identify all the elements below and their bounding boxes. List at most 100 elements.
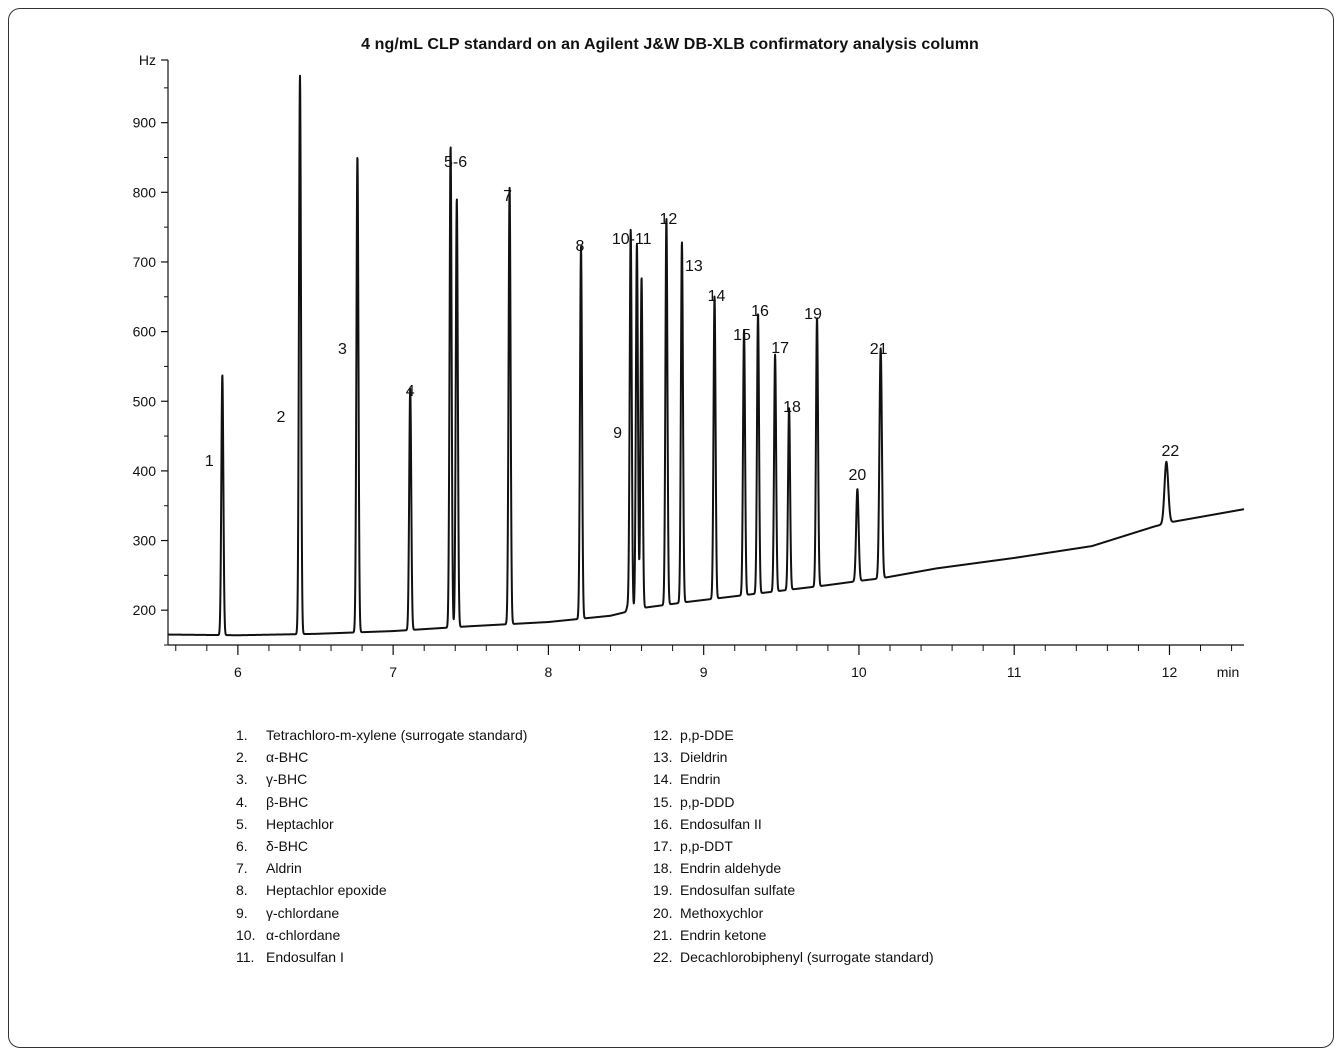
legend-item-number: 10. — [236, 926, 256, 943]
legend-item-name: Endosulfan sulfate — [680, 882, 796, 899]
legend-item: 2. α-BHC — [236, 746, 527, 768]
legend-item: 21. Endrin ketone — [653, 924, 934, 946]
legend-item-number: 13. — [653, 749, 673, 766]
legend-item: 19. Endosulfan sulfate — [653, 879, 934, 901]
legend-item-name: p,p-DDD — [680, 793, 735, 810]
x-tick-label: 8 — [545, 664, 553, 680]
legend-item-number: 9. — [236, 904, 248, 921]
peak-label: 22 — [1161, 443, 1179, 460]
legend-item: 13. Dieldrin — [653, 746, 934, 768]
legend-item: 11. Endosulfan I — [236, 946, 527, 968]
legend-item: 16. Endosulfan II — [653, 813, 934, 835]
legend-item-number: 15. — [653, 793, 673, 810]
legend-item-number: 7. — [236, 860, 248, 877]
legend-item-number: 17. — [653, 838, 673, 855]
x-tick-label: 10 — [851, 664, 867, 680]
legend-item-name: Endrin aldehyde — [680, 860, 782, 877]
legend-item-number: 21. — [653, 926, 673, 943]
peak-label: 9 — [613, 425, 622, 442]
legend-item-number: 22. — [653, 949, 673, 966]
legend-item-number: 16. — [653, 815, 673, 832]
legend-item-number: 5. — [236, 815, 248, 832]
legend-item-name: Tetrachloro-m-xylene (surrogate standard… — [266, 727, 528, 743]
chromatogram-trace — [167, 74, 1245, 637]
legend-item: 22. Decachlorobiphenyl (surrogate standar… — [653, 946, 934, 968]
y-tick-label: 800 — [133, 184, 157, 200]
legend-item-name: β-BHC — [266, 793, 309, 810]
legend-item: 4. β-BHC — [236, 791, 527, 813]
peak-label: 2 — [277, 409, 286, 426]
peak-label: 5-6 — [444, 154, 467, 171]
legend-item: 17. p,p-DDT — [653, 835, 934, 857]
legend-item-name: Endosulfan I — [266, 949, 344, 966]
legend-item: 8. Heptachlor epoxide — [236, 879, 527, 901]
legend-item: 12. p,p-DDE — [653, 724, 934, 746]
x-tick-label: 9 — [700, 664, 708, 680]
legend-item-number: 11. — [236, 949, 255, 966]
x-axis-label: min — [1217, 664, 1240, 680]
y-tick-label: 900 — [133, 115, 157, 131]
legend-item-number: 8. — [236, 882, 248, 899]
legend-item-name: Endosulfan II — [680, 815, 762, 832]
peak-label: 3 — [338, 341, 347, 358]
legend-item-name: Endrin ketone — [680, 926, 767, 943]
peak-label: 18 — [783, 399, 801, 416]
peak-label: 1 — [205, 453, 214, 470]
legend-item-name: Decachlorobiphenyl (surrogate standard) — [680, 949, 934, 966]
y-tick-label: 300 — [133, 533, 157, 549]
y-tick-label: 600 — [133, 324, 157, 340]
legend-item-name: Dieldrin — [680, 749, 728, 766]
legend-item-name: γ-BHC — [266, 771, 308, 788]
legend-item-name: Endrin — [680, 771, 721, 788]
peak-label: 19 — [804, 306, 822, 323]
legend-item: 3. γ-BHC — [236, 768, 527, 790]
peak-label: 15 — [733, 327, 751, 344]
legend-item-name: Methoxychlor — [680, 904, 764, 921]
legend-item-name: γ-chlordane — [266, 904, 340, 921]
peak-label: 7 — [503, 188, 512, 205]
chart-title: 4 ng/mL CLP standard on an Agilent J&W D… — [361, 36, 979, 53]
legend-item: 1. Tetrachloro-m-xylene (surrogate standa… — [236, 724, 527, 746]
legend-item-number: 6. — [236, 838, 248, 855]
peak-label: 21 — [870, 341, 888, 358]
peak-label: 8 — [576, 238, 585, 255]
peak-label: 14 — [708, 288, 726, 305]
x-tick-label: 6 — [234, 664, 242, 680]
legend-item-number: 18. — [653, 860, 673, 877]
legend-item-number: 2. — [236, 749, 248, 766]
x-tick-label: 7 — [389, 664, 397, 680]
legend-item: 7. Aldrin — [236, 857, 527, 879]
peak-label: 16 — [751, 303, 769, 320]
legend-item-name: Heptachlor epoxide — [266, 882, 387, 899]
legend-item-number: 4. — [236, 793, 248, 810]
legend-item: 6. δ-BHC — [236, 835, 527, 857]
y-tick-label: 400 — [133, 463, 157, 479]
x-tick-label: 11 — [1007, 664, 1022, 680]
legend-item-number: 3. — [236, 771, 248, 788]
peak-label: 20 — [848, 467, 866, 484]
legend-item-name: Aldrin — [266, 860, 302, 877]
legend-item: 10. α-chlordane — [236, 924, 527, 946]
legend-item: 18. Endrin aldehyde — [653, 857, 934, 879]
legend-item: 5. Heptachlor — [236, 813, 527, 835]
legend-item-name: p,p-DDT — [680, 838, 733, 855]
legend-item-number: 12. — [653, 727, 673, 743]
y-tick-label: 500 — [133, 393, 157, 409]
legend-item-number: 20. — [653, 904, 673, 921]
y-axis-label: Hz — [139, 52, 156, 68]
peak-legend-right: 12. p,p-DDE 13. Dieldrin 14. Endrin 15. p,p-DDD… — [653, 724, 934, 968]
legend-item-name: α-BHC — [266, 749, 309, 766]
legend-item-name: Heptachlor — [266, 815, 334, 832]
legend-item-number: 19. — [653, 882, 673, 899]
peak-label: 12 — [660, 211, 678, 228]
peak-label: 13 — [685, 258, 703, 275]
legend-item-number: 14. — [653, 771, 673, 788]
peak-legend-left: 1. Tetrachloro-m-xylene (surrogate standa… — [236, 724, 527, 968]
legend-item-number: 1. — [236, 727, 248, 743]
peak-label: 10-11 — [612, 231, 652, 248]
x-tick-label: 12 — [1162, 664, 1178, 680]
legend-item: 14. Endrin — [653, 768, 934, 790]
legend-item: 20. Methoxychlor — [653, 902, 934, 924]
legend-item-name: δ-BHC — [266, 838, 309, 855]
